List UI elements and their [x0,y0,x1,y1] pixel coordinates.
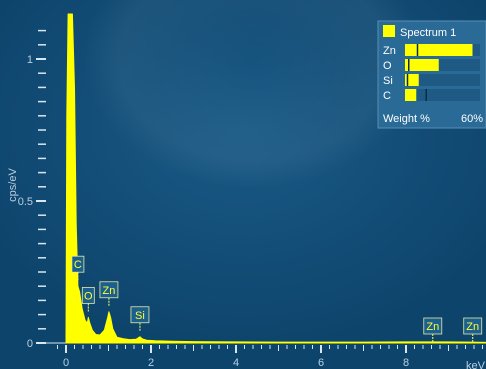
legend-footer-max: 60% [461,113,483,125]
spectrum-series [65,13,486,344]
peak-labels: C O Zn Si Zn Zn [71,255,483,342]
x-tick-label: 4 [233,357,239,369]
peak-label-text: Zn [426,321,439,333]
peak-label-text: Zn [466,321,479,333]
peak-label-box [463,317,483,335]
legend-element-name: Si [383,75,393,87]
legend-bar-fill [405,74,419,86]
legend-swatch [383,25,395,37]
y-tick-label: 1 [27,54,33,66]
peak-label-box [81,287,95,304]
spectrum-area [65,13,486,344]
legend-element-name: Zn [383,45,396,57]
legend-element-name: O [383,60,392,72]
peak-label-box [99,281,119,299]
legend-bar-track [405,74,480,86]
peak-label-text: Zn [103,285,116,297]
y-tick-label: 0 [27,338,33,350]
peak-label-box [130,306,150,324]
legend-bar-fill [405,59,439,71]
peak-label-box [71,255,85,273]
peak-label-text: O [84,290,93,302]
legend-element-name: C [383,90,391,102]
y-tick-label: 0.5 [18,196,33,208]
peak-label: Zn [99,281,119,306]
legend-footer-label: Weight % [383,113,430,125]
x-axis-label: keV [466,360,486,369]
y-axis-label: cps/eV [7,168,19,202]
peak-label: Zn [423,317,443,342]
legend-panel: Spectrum 1 Zn O Si C Weight % 60% [377,20,486,129]
x-tick-label: 8 [403,357,409,369]
legend-title: Spectrum 1 [400,27,456,39]
x-tick-label: 2 [148,357,154,369]
peak-label-box [423,317,443,335]
legend-bar-fill [405,89,417,101]
x-tick-label: 6 [318,357,324,369]
peak-label-text: Si [135,310,145,322]
peak-label: Si [130,306,150,331]
peak-label: O [81,287,95,312]
peak-label-text: C [74,259,82,271]
x-tick-label: 0 [63,357,69,369]
peak-label: C [71,255,85,281]
peak-label: Zn [463,317,483,342]
legend-bar-track [405,89,480,101]
legend-bar-fill [405,44,473,56]
